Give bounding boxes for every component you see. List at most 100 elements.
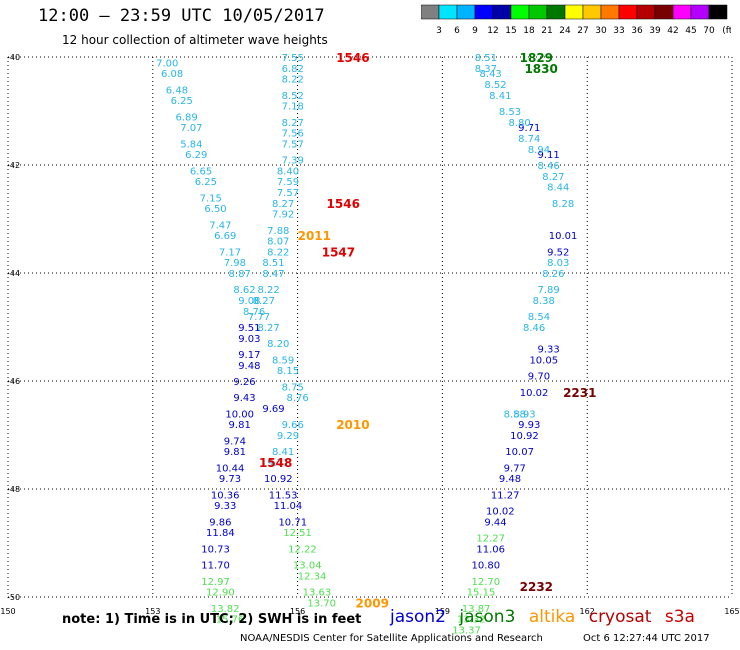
wave-height-point: 6.48 [166, 85, 188, 96]
wave-height-point: 9.44 [484, 517, 506, 528]
wave-height-point: 8.20 [267, 339, 289, 350]
wave-height-point: 8.94 [528, 145, 550, 156]
wave-height-point: 7.77 [248, 312, 270, 323]
wave-height-point: 9.86 [209, 517, 231, 528]
wave-height-point: 12.97 [201, 577, 230, 588]
wave-height-point: 8.87 [229, 269, 251, 280]
wave-height-point: 8.75 [282, 382, 304, 393]
wave-height-point: 7.07 [180, 123, 202, 134]
pass-time-label: 2011 [298, 229, 331, 243]
wave-height-point: 8.47 [262, 269, 284, 280]
wave-height-point: 9.43 [233, 393, 255, 404]
wave-height-point: 8.27 [258, 323, 280, 334]
wave-height-point: 10.05 [529, 355, 558, 366]
wave-height-point: 9.33 [214, 501, 236, 512]
wave-height-point: 8.27 [282, 118, 304, 129]
wave-height-point: 8.15 [277, 366, 299, 377]
wave-height-point: 8.43 [480, 69, 502, 80]
legend-s3a: s3a [665, 607, 695, 627]
wave-height-point: 5.84 [180, 139, 202, 150]
y-tick-label: -50 [7, 593, 20, 602]
wave-height-point: 8.28 [552, 199, 574, 210]
legend-cryosat: cryosat [589, 607, 652, 627]
wave-height-point: 8.80 [508, 118, 530, 129]
wave-height-point: 9.48 [499, 474, 521, 485]
wave-height-point: 6.65 [190, 166, 212, 177]
wave-height-point: 10.02 [520, 388, 549, 399]
pass-time-label: 2232 [520, 580, 553, 594]
wave-height-point: 8.59 [272, 355, 294, 366]
pass-time-label: 1546 [336, 51, 369, 65]
y-tick-label: -46 [7, 377, 20, 386]
wave-height-point: 8.74 [518, 134, 540, 145]
wave-height-point: 10.92 [510, 431, 539, 442]
footer-timestamp: Oct 6 12:27:44 UTC 2017 [583, 633, 710, 644]
wave-height-point: 9.52 [547, 247, 569, 258]
wave-height-point: 8.27 [253, 296, 275, 307]
x-tick-label: 150 [0, 607, 15, 616]
wave-height-point: 9.69 [262, 404, 284, 415]
wave-height-point: 8.22 [282, 75, 304, 86]
wave-height-point: 9.29 [277, 431, 299, 442]
wave-height-point: 7.47 [209, 220, 231, 231]
y-tick-label: -42 [7, 161, 20, 170]
wave-height-point: 7.57 [282, 139, 304, 150]
x-tick-label: 165 [724, 607, 739, 616]
wave-height-plot: 150 153 156 159 162 165-40-42-44-46-48-507.00… [0, 0, 740, 650]
wave-height-point: 8.46 [537, 161, 559, 172]
pass-time-label: 1546 [327, 197, 360, 211]
wave-height-point: 8.27 [272, 199, 294, 210]
wave-height-point: 9.93 [518, 420, 540, 431]
wave-height-point: 7.15 [200, 193, 222, 204]
wave-height-point: 8.51 [262, 258, 284, 269]
wave-height-point: 6.29 [185, 150, 207, 161]
wave-height-point: 9.74 [224, 436, 246, 447]
wave-height-point: 11.84 [206, 528, 235, 539]
wave-height-point: 7.59 [277, 177, 299, 188]
wave-height-point: 13.63 [303, 588, 332, 599]
wave-height-point: 8.26 [542, 269, 564, 280]
wave-height-point: 10.73 [201, 544, 230, 555]
wave-height-point: 6.69 [214, 231, 236, 242]
wave-height-point: 9.70 [528, 372, 550, 383]
wave-height-point: 9.81 [224, 447, 246, 458]
wave-height-point: 10.00 [225, 409, 254, 420]
pass-time-label: 1830 [524, 62, 557, 76]
satellite-legend: jason2 jason3 altika cryosat s3a [390, 607, 703, 627]
wave-height-point: 7.18 [282, 102, 304, 113]
wave-height-point: 9.77 [504, 463, 526, 474]
wave-height-point: 7.89 [537, 285, 559, 296]
wave-height-point: 6.82 [282, 64, 304, 75]
wave-height-point: 9.03 [238, 334, 260, 345]
wave-height-point: 10.92 [264, 474, 293, 485]
footer-credit: NOAA/NESDIS Center for Satellite Applica… [240, 633, 543, 644]
pass-time-label: 1547 [322, 245, 355, 259]
wave-height-point: 7.00 [156, 58, 178, 69]
pass-time-label: 2009 [356, 596, 389, 610]
wave-height-point: 8.54 [528, 312, 550, 323]
wave-height-point: 10.02 [486, 507, 515, 518]
wave-height-point: 6.50 [204, 204, 226, 215]
footnote: note: 1) Time is in UTC; 2) SWH is in fe… [62, 612, 361, 627]
wave-height-point: 8.07 [267, 237, 289, 248]
wave-height-point: 7.55 [282, 53, 304, 64]
wave-height-point: 13.04 [293, 561, 322, 572]
wave-height-point: 9.51 [238, 323, 260, 334]
wave-height-point: 8.38 [533, 296, 555, 307]
wave-height-point: 8.62 [233, 285, 255, 296]
wave-height-point: 12.27 [476, 534, 505, 545]
y-tick-label: -40 [7, 53, 20, 62]
wave-height-point: 11.27 [491, 490, 520, 501]
wave-height-point: 7.98 [224, 258, 246, 269]
wave-height-point: 8.22 [258, 285, 280, 296]
y-tick-label: -44 [7, 269, 20, 278]
wave-height-point: 11.04 [274, 501, 303, 512]
wave-height-point: 7.57 [277, 188, 299, 199]
pass-time-label: 2010 [336, 418, 369, 432]
wave-height-point: 8.27 [542, 172, 564, 183]
wave-height-point: 7.17 [219, 247, 241, 258]
wave-height-point: 9.17 [238, 350, 260, 361]
wave-height-point: 7.56 [282, 129, 304, 140]
wave-height-point: 8.52 [282, 91, 304, 102]
wave-height-point: 11.53 [269, 490, 298, 501]
